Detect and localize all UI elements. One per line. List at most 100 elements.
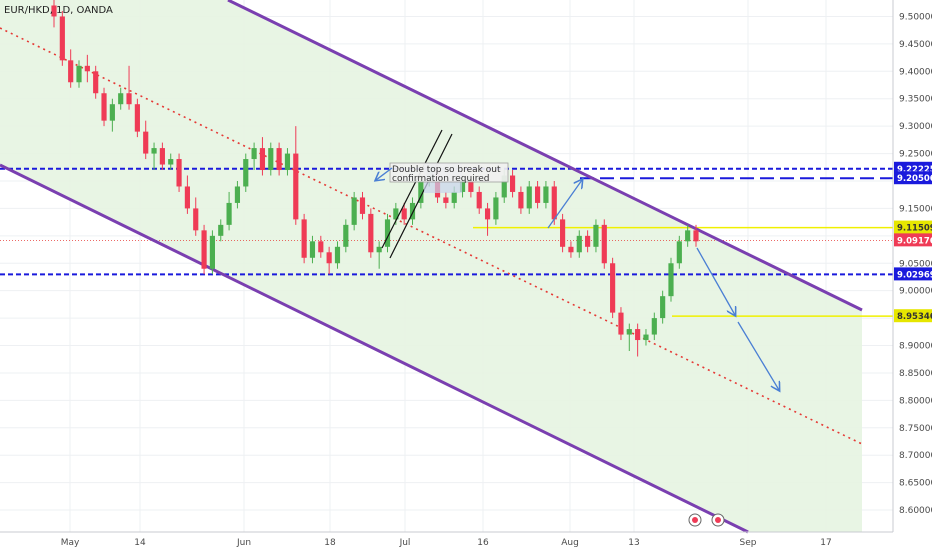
candle-body [176, 159, 182, 187]
candle-body [468, 180, 474, 192]
candle-body [251, 148, 257, 160]
candle-body [334, 246, 341, 264]
y-tick-label: 8.85000 [899, 369, 932, 379]
price-label-bg [894, 220, 932, 234]
candle-body [676, 241, 682, 264]
candle-body [393, 208, 399, 220]
candle-body [84, 65, 90, 72]
candle-body [418, 180, 424, 203]
annotation-text-line1: Double top so break out [392, 165, 501, 175]
candle-body [551, 186, 557, 220]
y-tick-label: 9.40000 [899, 67, 932, 77]
candle-body [451, 191, 457, 203]
channel-fill [0, 0, 862, 532]
candle-body [284, 153, 291, 171]
y-tick-label: 8.75000 [899, 424, 932, 434]
x-tick-label: 16 [477, 538, 489, 548]
x-tick-label: Aug [561, 538, 579, 548]
x-tick-label: May [61, 538, 80, 548]
candle-body [484, 208, 491, 220]
candle-body [268, 148, 274, 171]
y-tick-label: 8.70000 [899, 451, 932, 461]
candle-body [159, 148, 165, 165]
candle-body [476, 191, 482, 209]
x-tick-label: 13 [628, 538, 639, 548]
price-label: 9.09176 [897, 236, 932, 246]
candle-body [576, 235, 582, 253]
x-tick-label: Jul [399, 538, 411, 548]
candle-body [359, 197, 366, 214]
candle-body [209, 235, 216, 269]
candle-body [201, 230, 207, 269]
price-label-bg [894, 171, 932, 185]
candle-body [509, 175, 516, 192]
candle-body [660, 296, 666, 319]
candle-body [143, 131, 149, 154]
candle-body [643, 334, 649, 341]
arrow-up-august [547, 180, 582, 229]
candle-body [518, 191, 524, 209]
y-tick-label: 9.15000 [899, 204, 932, 214]
candle-body [626, 329, 632, 335]
annotation-text-line2: confirmation required [392, 174, 489, 184]
candle-body [493, 197, 499, 220]
candle-body [276, 148, 282, 171]
candle-body [618, 312, 624, 335]
price-label: 9.02969 [897, 270, 932, 280]
candle-body [301, 219, 307, 258]
candle-body [685, 230, 691, 242]
chart-title: EUR/HKD, 1D, OANDA [4, 5, 113, 16]
candle-body [151, 148, 157, 154]
candle-body [610, 263, 616, 313]
x-tick-label: 18 [324, 538, 336, 548]
candle-body [326, 252, 332, 264]
y-tick-label: 9.25000 [899, 150, 932, 160]
annotation-box [389, 162, 509, 183]
candle-body [668, 263, 674, 297]
candle-body [526, 186, 532, 209]
candle-body [234, 186, 241, 203]
y-tick-label: 9.30000 [899, 122, 932, 132]
candle-body [218, 224, 224, 236]
price-label: 9.20506 [897, 174, 932, 184]
price-label: 9.22225 [897, 165, 932, 175]
candle-body [543, 186, 549, 203]
candle-body [51, 5, 57, 17]
arrow-down-second [737, 321, 779, 390]
candle-body [343, 224, 349, 247]
candle-body [226, 202, 232, 225]
x-tick-label: Sep [740, 538, 757, 548]
candle-body [318, 241, 324, 253]
y-tick-label: 8.65000 [899, 479, 932, 489]
y-tick-label: 9.00000 [899, 287, 932, 297]
candle-body [368, 213, 374, 253]
candle-body [193, 208, 199, 231]
candle-body [384, 219, 391, 247]
candle-body [118, 93, 124, 105]
arrow-down-first [696, 247, 735, 315]
candle-body [259, 148, 266, 171]
candle-body [59, 16, 65, 61]
candle-body [459, 180, 466, 192]
candle-body [534, 186, 541, 203]
event-flag-dot-icon [692, 517, 698, 523]
y-tick-label: 9.35000 [899, 95, 932, 105]
candle-body [635, 329, 641, 341]
candle-body [134, 104, 140, 132]
candle-body [593, 224, 599, 247]
candle-body [126, 93, 132, 105]
y-tick-label: 8.60000 [899, 506, 932, 516]
x-tick-label: 17 [820, 538, 831, 548]
rally-channel-upper [389, 133, 453, 259]
candle-body [101, 93, 107, 121]
candle-body [443, 197, 449, 203]
candle-body [376, 246, 382, 253]
candle-body [243, 159, 249, 187]
candle-body [501, 175, 507, 198]
x-tick-label: Jun [236, 538, 251, 548]
candle-body [585, 235, 591, 247]
event-flag-dot-icon [715, 517, 721, 523]
arrow-annotation-left [376, 167, 393, 180]
